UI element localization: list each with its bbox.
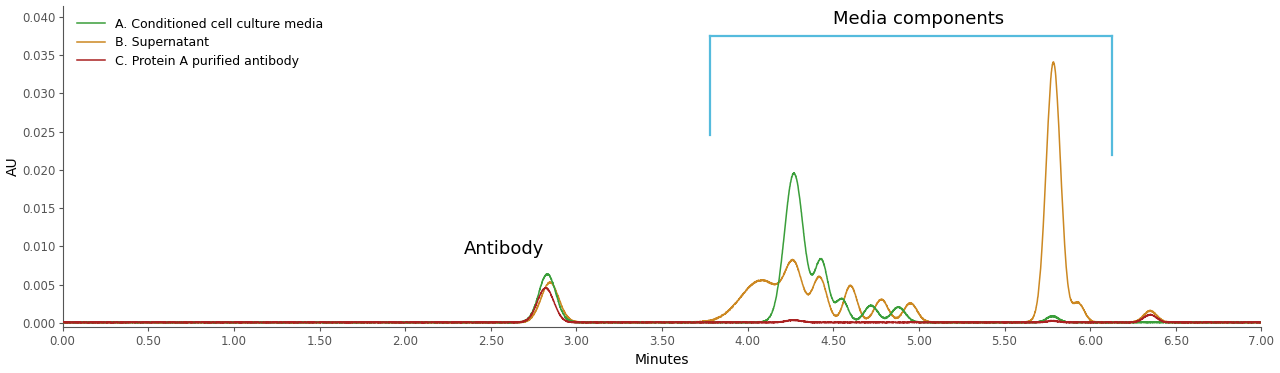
Text: Media components: Media components — [833, 10, 1005, 28]
B. Supernatant — [531, 301, 547, 305]
X-axis label: Minutes: Minutes — [635, 354, 690, 367]
C. Protein A purified antibody — [1254, 320, 1270, 325]
A. Conditioned cell culture media — [786, 170, 801, 175]
A. Conditioned cell culture media — [508, 320, 524, 325]
A. Conditioned cell culture media — [1254, 320, 1270, 325]
A. Conditioned cell culture media — [531, 289, 547, 293]
C. Protein A purified antibody — [508, 320, 524, 325]
B. Supernatant — [118, 320, 133, 325]
C. Protein A purified antibody — [56, 320, 72, 325]
A. Conditioned cell culture media — [636, 320, 652, 325]
B. Supernatant — [635, 320, 650, 324]
A. Conditioned cell culture media — [867, 305, 882, 310]
C. Protein A purified antibody — [636, 320, 652, 325]
Line: A. Conditioned cell culture media: A. Conditioned cell culture media — [63, 173, 1262, 323]
B. Supernatant — [867, 307, 882, 312]
B. Supernatant — [369, 320, 384, 325]
C. Protein A purified antibody — [55, 320, 70, 325]
C. Protein A purified antibody — [369, 320, 384, 325]
C. Protein A purified antibody — [867, 320, 882, 324]
B. Supernatant — [1046, 60, 1061, 64]
Text: Antibody: Antibody — [465, 240, 545, 258]
C. Protein A purified antibody — [118, 320, 133, 325]
C. Protein A purified antibody — [538, 285, 553, 290]
Line: B. Supernatant: B. Supernatant — [63, 62, 1262, 323]
A. Conditioned cell culture media — [369, 320, 384, 324]
Legend: A. Conditioned cell culture media, B. Supernatant, C. Protein A purified antibod: A. Conditioned cell culture media, B. Su… — [76, 15, 325, 70]
B. Supernatant — [55, 320, 70, 325]
Y-axis label: AU: AU — [5, 156, 19, 176]
A. Conditioned cell culture media — [55, 320, 70, 325]
B. Supernatant — [1254, 320, 1270, 325]
A. Conditioned cell culture media — [55, 320, 70, 325]
Line: C. Protein A purified antibody: C. Protein A purified antibody — [63, 288, 1262, 323]
C. Protein A purified antibody — [531, 295, 547, 299]
A. Conditioned cell culture media — [118, 320, 133, 325]
B. Supernatant — [507, 320, 522, 324]
